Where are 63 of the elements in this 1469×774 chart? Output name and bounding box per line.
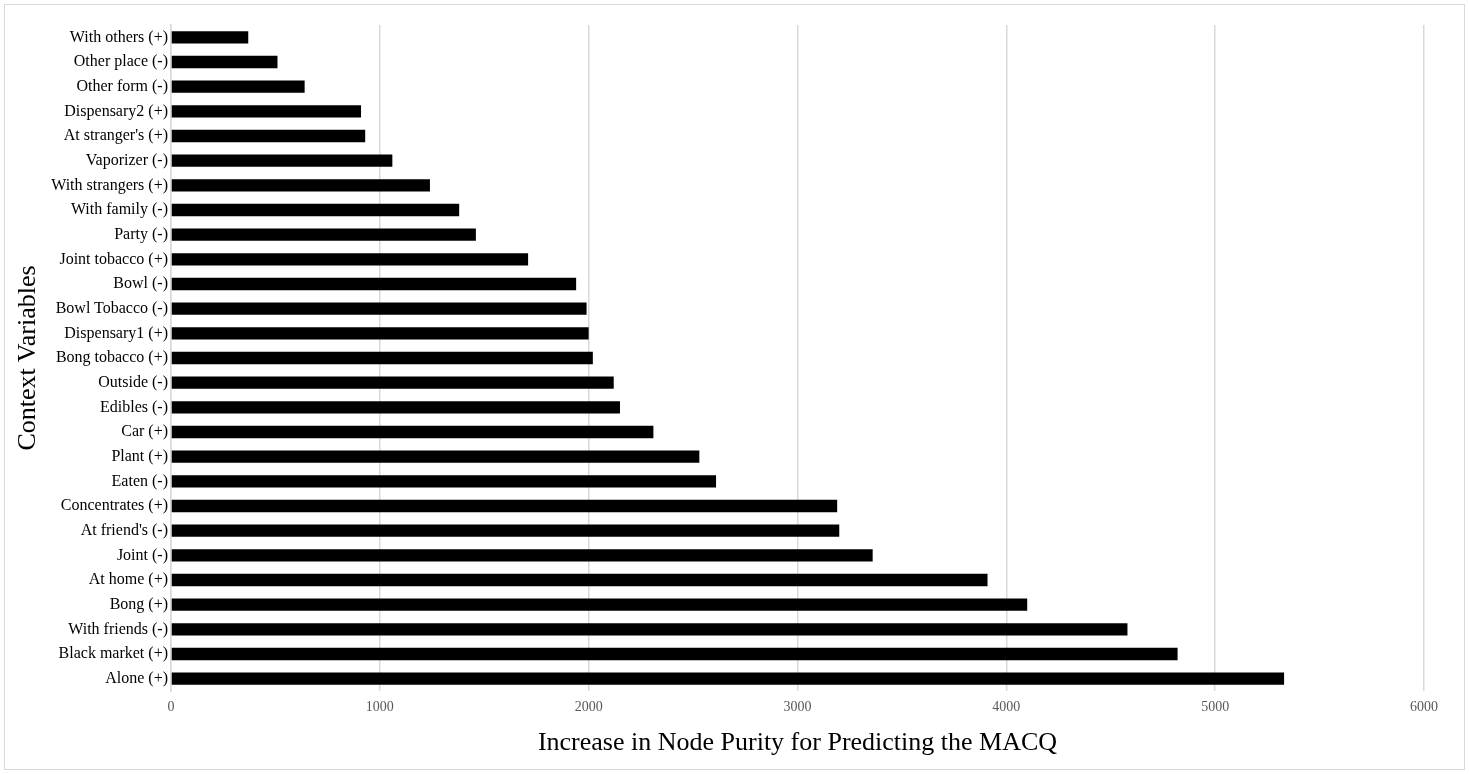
bar <box>171 376 614 389</box>
x-tick-label: 2000 <box>574 699 603 715</box>
bar <box>171 179 430 192</box>
y-tick-label: Vaporizer (-) <box>85 150 168 169</box>
y-tick-label: Bong (+) <box>109 594 168 613</box>
y-tick-label: Party (-) <box>114 224 168 243</box>
bar <box>171 80 305 93</box>
bar <box>171 129 366 143</box>
y-tick-label: Other place (-) <box>73 52 168 71</box>
bar <box>171 450 700 463</box>
y-tick-label: Other form (-) <box>76 76 168 95</box>
bar <box>171 647 1178 661</box>
bar <box>171 228 476 241</box>
y-axis-title: Context Variables <box>12 265 42 451</box>
x-tick-label: 5000 <box>1201 699 1230 715</box>
bar <box>171 351 593 365</box>
bar <box>171 598 1028 611</box>
bar <box>171 31 249 44</box>
x-tick-label: 0 <box>167 699 175 715</box>
bar <box>171 154 393 167</box>
y-tick-label: With strangers (+) <box>51 175 168 194</box>
y-tick-label: Car (+) <box>121 422 168 441</box>
y-tick-label: Edibles (-) <box>100 397 168 416</box>
bar <box>171 499 838 513</box>
y-tick-label: Concentrates (+) <box>60 496 168 515</box>
bar <box>171 203 460 217</box>
bar <box>171 623 1128 636</box>
y-tick-label: Joint tobacco (+) <box>59 249 168 268</box>
bar <box>171 55 278 69</box>
y-tick-label: Joint (-) <box>116 545 168 564</box>
y-tick-label: With friends (-) <box>68 619 168 638</box>
y-tick-label: Outside (-) <box>98 372 168 391</box>
bar <box>171 327 589 340</box>
y-tick-label: With others (+) <box>69 27 168 46</box>
y-tick-label: Bowl (-) <box>113 274 168 293</box>
bar <box>171 401 620 414</box>
bar <box>171 105 362 118</box>
y-tick-label: Dispensary1 (+) <box>64 323 168 342</box>
bar <box>171 524 840 537</box>
y-tick-label: Bong tobacco (+) <box>55 348 168 367</box>
bar <box>171 573 988 587</box>
bar <box>171 302 587 315</box>
bar <box>171 277 577 291</box>
bar <box>171 425 654 439</box>
x-tick-label: 4000 <box>992 699 1021 715</box>
bar <box>171 475 717 488</box>
x-tick-label: 3000 <box>783 699 812 715</box>
x-axis-title: Increase in Node Purity for Predicting the MACQ <box>537 727 1058 757</box>
x-tick-label: 6000 <box>1410 699 1438 715</box>
y-tick-label: At home (+) <box>88 570 168 589</box>
y-tick-label: Eaten (-) <box>111 471 168 490</box>
y-tick-label: Alone (+) <box>105 668 168 687</box>
y-tick-label: Bowl Tobacco (-) <box>55 298 168 317</box>
y-tick-label: With family (-) <box>70 200 168 219</box>
y-tick-label: Plant (+) <box>111 446 168 465</box>
bar <box>171 672 1285 685</box>
x-tick-label: 1000 <box>365 699 394 715</box>
y-tick-label: At stranger's (+) <box>63 126 168 145</box>
y-tick-label: Dispensary2 (+) <box>64 101 168 120</box>
y-tick-label: At friend's (-) <box>80 520 168 539</box>
bar <box>171 549 873 562</box>
y-tick-label: Black market (+) <box>58 644 168 663</box>
bar <box>171 253 529 266</box>
